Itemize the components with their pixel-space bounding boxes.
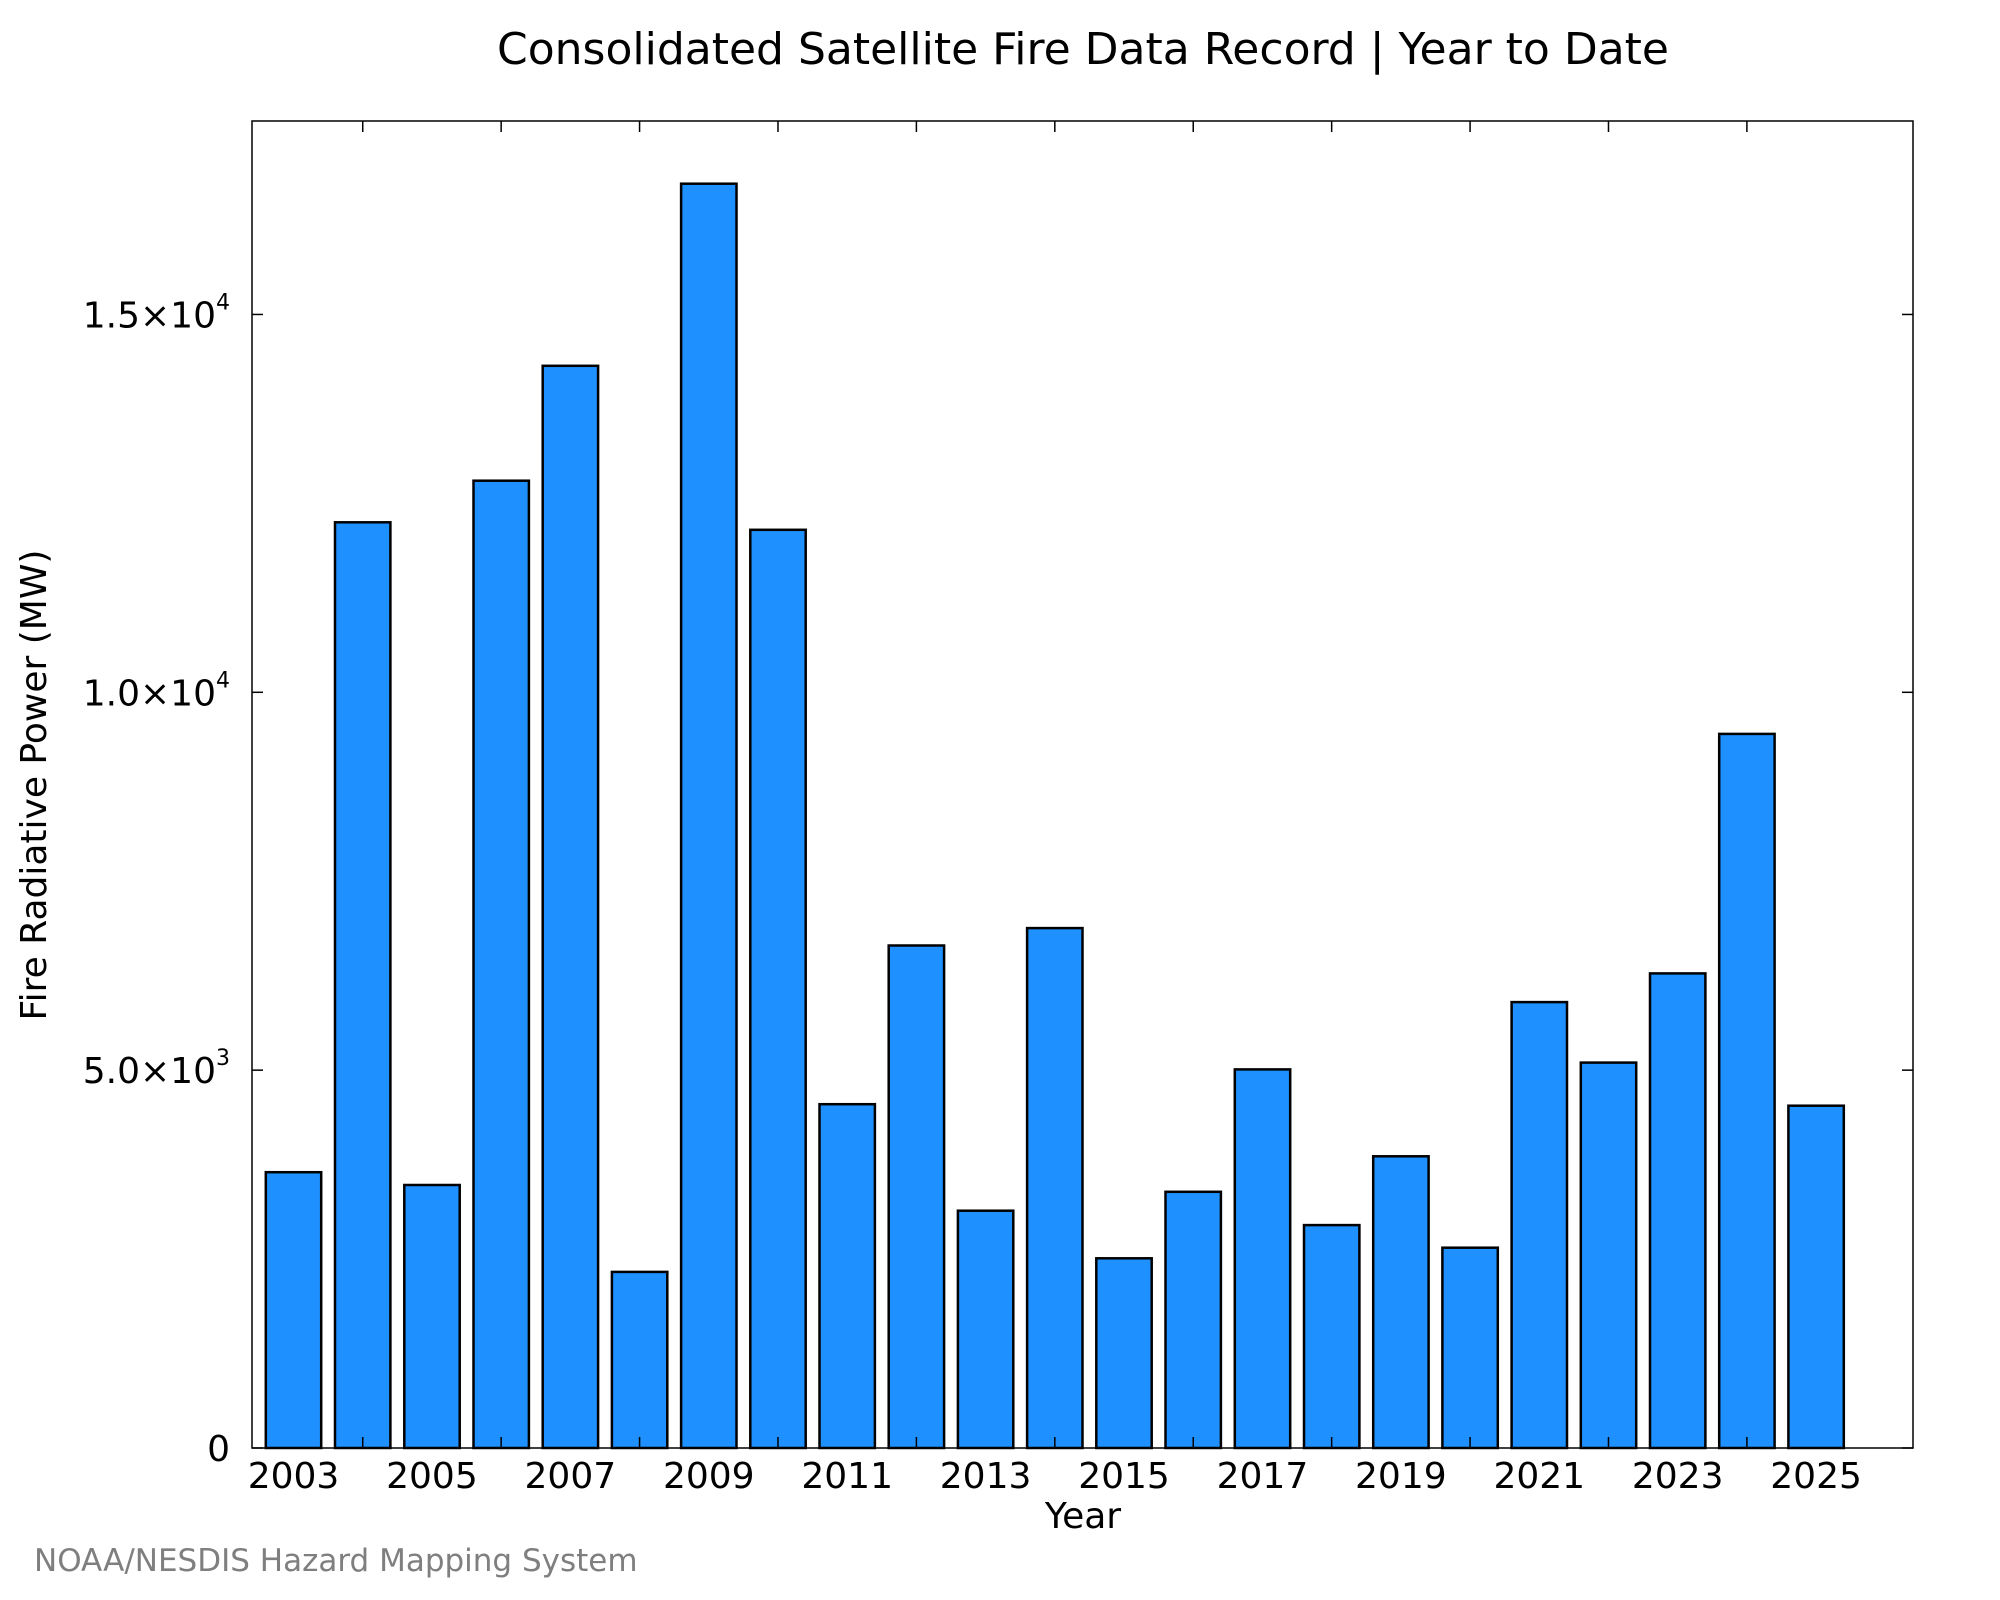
bar-2008 bbox=[610, 1270, 669, 1450]
x-tick-label: 2013 bbox=[940, 1456, 1032, 1497]
bar-2013 bbox=[956, 1209, 1015, 1450]
bar-2010 bbox=[749, 528, 807, 1450]
bar-2019 bbox=[1371, 1155, 1430, 1450]
bar-2014 bbox=[1025, 926, 1084, 1450]
credit-text: NOAA/NESDIS Hazard Mapping System bbox=[34, 1543, 638, 1579]
bar-2011 bbox=[818, 1102, 877, 1450]
chart-title: Consolidated Satellite Fire Data Record … bbox=[497, 24, 1669, 75]
y-tick-label: 5.0×103 bbox=[83, 1046, 230, 1092]
y-tick-label: 1.0×104 bbox=[83, 668, 230, 714]
y-tick-label: 1.5×104 bbox=[83, 290, 230, 336]
bar-2005 bbox=[403, 1183, 461, 1450]
bar-2007 bbox=[541, 364, 600, 1450]
bar-2024 bbox=[1717, 732, 1776, 1450]
x-tick-label: 2003 bbox=[248, 1456, 340, 1497]
bar-2012 bbox=[887, 944, 946, 1450]
bar-2022 bbox=[1579, 1061, 1638, 1450]
bar-2023 bbox=[1648, 972, 1707, 1450]
x-tick-label: 2007 bbox=[525, 1456, 617, 1497]
bar-2006 bbox=[472, 479, 531, 1450]
bar-2020 bbox=[1441, 1246, 1500, 1450]
bar-2015 bbox=[1095, 1257, 1153, 1450]
x-tick-label: 2009 bbox=[663, 1456, 755, 1497]
y-axis-ticks: 0 5.0×103 1.0×104 1.5×104 bbox=[83, 290, 1913, 1470]
x-tick-label: 2019 bbox=[1355, 1456, 1447, 1497]
x-tick-label: 2011 bbox=[801, 1456, 893, 1497]
y-tick-label: 0 bbox=[207, 1429, 230, 1470]
bars-group bbox=[264, 182, 1846, 1450]
bar-2004 bbox=[333, 521, 392, 1450]
x-tick-label: 2023 bbox=[1632, 1456, 1724, 1497]
x-axis-ticks: 2003 2005 2007 2009 2011 2013 2015 2017 2019 2021… bbox=[248, 121, 1862, 1497]
x-tick-label: 2021 bbox=[1493, 1456, 1585, 1497]
bar-2017 bbox=[1233, 1068, 1292, 1450]
bar-2021 bbox=[1510, 1000, 1569, 1450]
x-tick-label: 2025 bbox=[1770, 1456, 1862, 1497]
bar-2025 bbox=[1787, 1104, 1846, 1450]
x-tick-label: 2015 bbox=[1078, 1456, 1170, 1497]
bar-2016 bbox=[1164, 1190, 1223, 1450]
bar-2009 bbox=[679, 182, 738, 1450]
x-axis-label: Year bbox=[1044, 1496, 1121, 1537]
x-tick-label: 2017 bbox=[1217, 1456, 1309, 1497]
bar-2003 bbox=[264, 1170, 323, 1450]
y-axis-label: Fire Radiative Power (MW) bbox=[14, 550, 55, 1021]
x-tick-label: 2005 bbox=[386, 1456, 478, 1497]
bar-2018 bbox=[1302, 1223, 1361, 1450]
plot-frame bbox=[251, 120, 1914, 1449]
